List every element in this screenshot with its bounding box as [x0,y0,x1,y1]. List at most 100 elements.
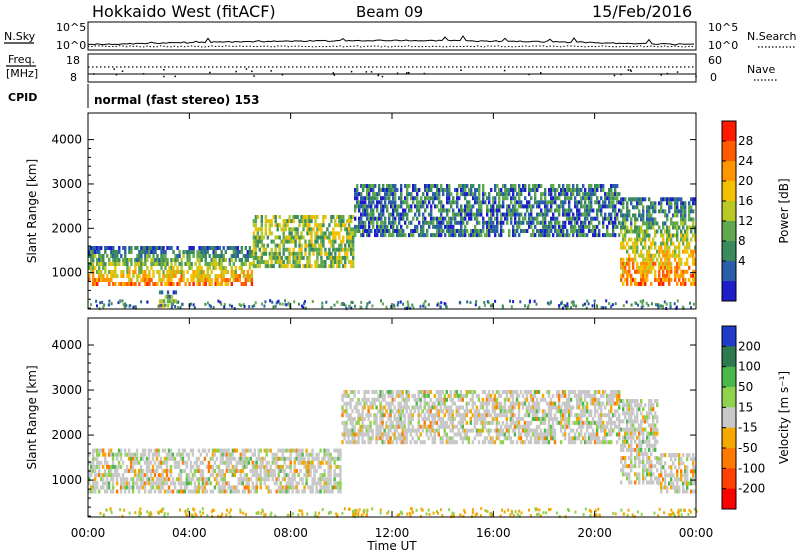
velocity-echo-cell [434,440,436,444]
velocity-echo-cell [339,465,341,469]
power-echo-cell [677,299,679,302]
power-echo-cell [422,213,424,217]
power-echo-cell [526,229,528,233]
velocity-echo-cell [412,425,414,429]
velocity-echo-cell [532,398,534,402]
power-echo-cell [376,196,378,200]
power-echo-cell [482,184,484,188]
power-echo-cell [450,204,452,208]
power-echo-cell [130,278,132,282]
power-echo-cell [528,184,530,188]
velocity-echo-cell [116,469,118,473]
velocity-echo-cell [456,390,458,394]
velocity-echo-cell [506,413,508,417]
power-echo-cell [211,270,213,274]
power-echo-cell [546,213,548,217]
power-echo-cell [668,209,670,213]
power-colorbar-label: Power [dB] [777,178,791,243]
velocity-echo-cell [136,449,138,453]
velocity-echo-cell [410,433,412,437]
power-echo-cell [452,209,454,213]
power-echo-cell [640,242,642,246]
velocity-echo-cell [256,481,258,485]
power-echo-cell [494,196,496,200]
power-echo-cell [412,200,414,204]
freq-dot [677,71,679,73]
power-echo-cell [118,246,120,250]
velocity-echo-cell [313,473,315,477]
power-echo-cell [660,205,662,209]
velocity-echo-cell [120,453,122,457]
velocity-echo-cell [188,453,190,457]
power-echo-cell [688,242,690,246]
power-echo-cell [100,258,102,262]
velocity-echo-cell [228,465,230,469]
velocity-echo-cell [218,465,220,469]
power-echo-cell [237,254,239,258]
velocity-echo-cell [188,473,190,477]
velocity-echo-cell [152,465,154,469]
freq-dot [424,73,426,75]
noise-right-tick-top: 10^5 [708,21,738,34]
velocity-echo-cell [369,425,371,429]
power-echo-cell [406,213,408,217]
velocity-echo-cell [256,469,258,473]
power-echo-cell [354,217,356,221]
velocity-echo-cell [331,490,333,494]
power-echo-cell [430,209,432,213]
velocity-echo-cell [329,465,331,469]
power-echo-cell [132,274,134,278]
power-echo-cell [524,188,526,192]
power-echo-cell [104,262,106,266]
velocity-echo-cell [363,440,365,444]
velocity-echo-cell [148,457,150,461]
velocity-echo-cell [436,406,438,410]
velocity-echo-cell [514,433,516,437]
power-echo-cell [275,215,277,219]
power-echo-cell [178,250,180,254]
velocity-echo-cell [244,490,246,494]
power-echo-cell [566,192,568,196]
velocity-echo-cell [410,421,412,425]
power-echo-cell [92,270,94,274]
power-echo-cell [284,299,286,302]
velocity-echo-cell [284,469,286,473]
velocity-echo-cell [402,409,404,413]
velocity-echo-cell [432,406,434,410]
velocity-echo-cell [474,413,476,417]
velocity-echo-cell [260,485,262,489]
velocity-echo-cell [92,453,94,457]
velocity-echo-cell [446,421,448,425]
power-echo-cell [269,299,271,302]
velocity-echo-cell [518,409,520,413]
velocity-echo-cell [112,490,114,494]
power-echo-cell [498,209,500,213]
power-echo-cell [642,205,644,209]
power-echo-cell [678,246,680,250]
velocity-echo-cell [442,436,444,440]
power-echo-cell [552,213,554,217]
power-echo-cell [486,213,488,217]
velocity-echo-cell [466,421,468,425]
power-echo-cell [482,196,484,200]
power-echo-cell [496,229,498,233]
power-echo-cell [578,192,580,196]
velocity-echo-cell [178,461,180,465]
velocity-echo-cell [389,417,391,421]
power-echo-cell [207,301,209,304]
power-echo-cell [654,201,656,205]
velocity-echo-cell [313,465,315,469]
power-echo-cell [342,236,344,240]
power-echo-cell [324,260,326,264]
velocity-echo-cell [544,417,546,421]
power-echo-cell [380,200,382,204]
velocity-echo-cell [450,394,452,398]
power-echo-cell [152,270,154,274]
velocity-echo-cell [270,465,272,469]
velocity-echo-cell [341,406,343,410]
power-echo-cell [384,221,386,225]
velocity-echo-cell [132,477,134,481]
power-echo-cell [676,213,678,217]
velocity-echo-cell [160,465,162,469]
